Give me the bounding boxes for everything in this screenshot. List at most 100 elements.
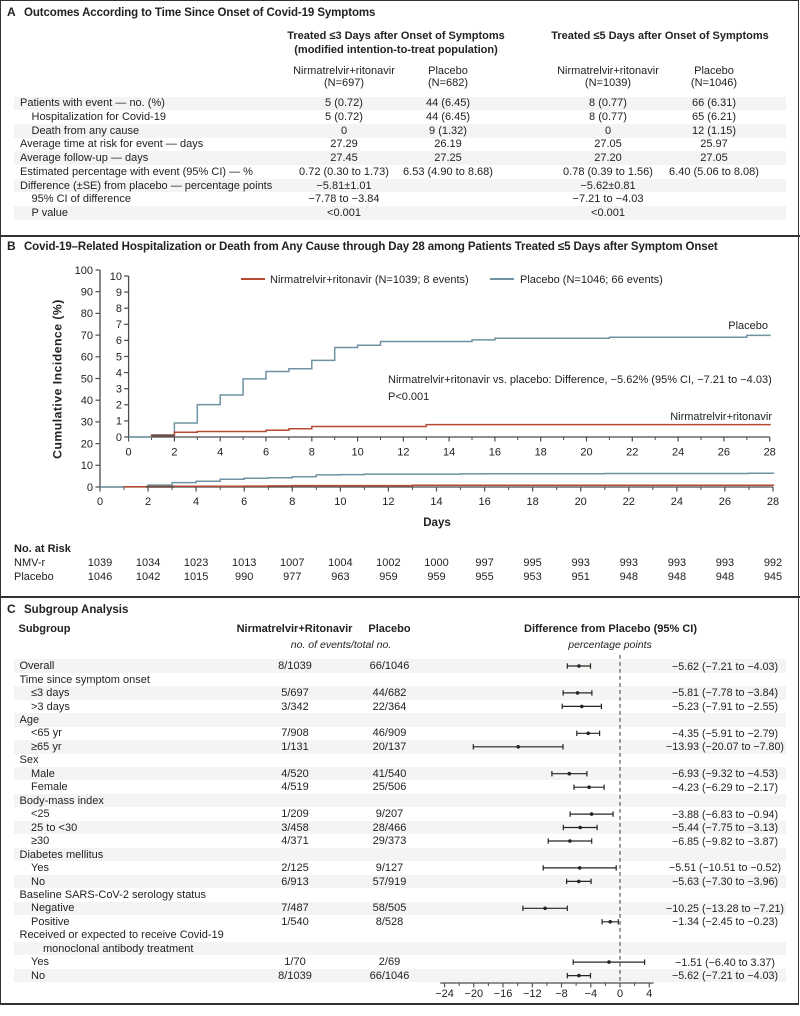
svg-text:12: 12: [397, 447, 409, 459]
svg-text:20: 20: [575, 496, 587, 508]
svg-text:5: 5: [116, 351, 122, 363]
svg-text:−20: −20: [464, 988, 483, 1000]
svg-text:4: 4: [646, 988, 652, 1000]
svg-text:997: 997: [475, 557, 493, 569]
svg-text:30: 30: [81, 417, 93, 429]
svg-text:12: 12: [382, 496, 394, 508]
svg-text:0: 0: [97, 496, 103, 508]
svg-text:1004: 1004: [328, 557, 352, 569]
svg-text:10: 10: [334, 496, 346, 508]
svg-text:−8: −8: [555, 988, 568, 1000]
svg-text:1034: 1034: [136, 557, 160, 569]
svg-text:948: 948: [668, 571, 686, 583]
svg-text:10: 10: [351, 447, 363, 459]
svg-text:Days: Days: [423, 517, 451, 529]
svg-text:80: 80: [81, 308, 93, 320]
svg-text:20: 20: [81, 438, 93, 450]
svg-text:10: 10: [81, 460, 93, 472]
svg-text:1023: 1023: [184, 557, 208, 569]
svg-text:26: 26: [719, 496, 731, 508]
svg-text:Nirmatrelvir+ritonavir: Nirmatrelvir+ritonavir: [670, 411, 772, 423]
svg-text:6: 6: [116, 335, 122, 347]
svg-text:1000: 1000: [424, 557, 448, 569]
svg-text:22: 22: [623, 496, 635, 508]
svg-text:1015: 1015: [184, 571, 208, 583]
svg-text:Placebo (N=1046; 66 events): Placebo (N=1046; 66 events): [520, 274, 663, 286]
svg-text:NMV-r: NMV-r: [14, 557, 46, 569]
svg-text:100: 100: [75, 265, 93, 277]
svg-text:P<0.001: P<0.001: [388, 391, 429, 403]
svg-text:4: 4: [217, 447, 223, 459]
svg-text:40: 40: [81, 395, 93, 407]
svg-text:945: 945: [764, 571, 782, 583]
svg-text:993: 993: [716, 557, 734, 569]
svg-text:Nirmatrelvir+ritonavir (N=1039: Nirmatrelvir+ritonavir (N=1039; 8 events…: [270, 274, 469, 286]
svg-text:18: 18: [535, 447, 547, 459]
svg-text:90: 90: [81, 287, 93, 299]
svg-text:951: 951: [572, 571, 590, 583]
svg-text:−24: −24: [435, 988, 454, 1000]
svg-text:28: 28: [767, 496, 779, 508]
svg-text:1042: 1042: [136, 571, 160, 583]
svg-text:1046: 1046: [88, 571, 112, 583]
svg-text:7: 7: [116, 319, 122, 331]
svg-text:6: 6: [241, 496, 247, 508]
svg-text:Cumulative Incidence (%): Cumulative Incidence (%): [51, 299, 65, 459]
svg-text:993: 993: [572, 557, 590, 569]
svg-text:4: 4: [193, 496, 199, 508]
svg-text:992: 992: [764, 557, 782, 569]
svg-text:948: 948: [716, 571, 734, 583]
svg-text:24: 24: [672, 447, 684, 459]
svg-text:2: 2: [116, 400, 122, 412]
svg-text:Placebo: Placebo: [728, 320, 768, 332]
svg-text:14: 14: [443, 447, 455, 459]
svg-text:−16: −16: [494, 988, 513, 1000]
svg-text:8: 8: [309, 447, 315, 459]
svg-text:24: 24: [671, 496, 683, 508]
svg-text:948: 948: [620, 571, 638, 583]
svg-text:1002: 1002: [376, 557, 400, 569]
svg-text:4: 4: [116, 367, 122, 379]
svg-text:959: 959: [379, 571, 397, 583]
svg-text:18: 18: [526, 496, 538, 508]
svg-text:993: 993: [620, 557, 638, 569]
svg-text:0: 0: [126, 447, 132, 459]
svg-text:16: 16: [478, 496, 490, 508]
svg-text:16: 16: [489, 447, 501, 459]
svg-text:9: 9: [116, 287, 122, 299]
svg-text:2: 2: [145, 496, 151, 508]
svg-text:20: 20: [580, 447, 592, 459]
svg-text:977: 977: [283, 571, 301, 583]
svg-text:−12: −12: [523, 988, 542, 1000]
svg-text:990: 990: [235, 571, 253, 583]
svg-text:993: 993: [668, 557, 686, 569]
svg-text:0: 0: [617, 988, 623, 1000]
svg-text:953: 953: [523, 571, 541, 583]
svg-text:Placebo: Placebo: [14, 571, 54, 583]
svg-text:60: 60: [81, 352, 93, 364]
svg-text:1: 1: [116, 416, 122, 428]
svg-text:−4: −4: [585, 988, 598, 1000]
svg-text:50: 50: [81, 373, 93, 385]
svg-text:28: 28: [764, 447, 776, 459]
svg-text:10: 10: [110, 271, 122, 283]
svg-text:959: 959: [427, 571, 445, 583]
svg-text:1007: 1007: [280, 557, 304, 569]
svg-text:70: 70: [81, 330, 93, 342]
svg-text:6: 6: [263, 447, 269, 459]
svg-text:14: 14: [430, 496, 442, 508]
svg-text:Nirmatrelvir+ritonavir vs. pla: Nirmatrelvir+ritonavir vs. placebo: Diff…: [388, 374, 772, 386]
svg-text:No. at Risk: No. at Risk: [14, 543, 72, 555]
svg-text:1013: 1013: [232, 557, 256, 569]
svg-text:2: 2: [171, 447, 177, 459]
svg-text:955: 955: [475, 571, 493, 583]
svg-text:995: 995: [523, 557, 541, 569]
svg-text:0: 0: [116, 432, 122, 444]
svg-text:1039: 1039: [88, 557, 112, 569]
svg-text:3: 3: [116, 384, 122, 396]
svg-text:0: 0: [87, 482, 93, 494]
svg-text:963: 963: [331, 571, 349, 583]
svg-text:26: 26: [718, 447, 730, 459]
svg-text:8: 8: [289, 496, 295, 508]
svg-text:8: 8: [116, 303, 122, 315]
